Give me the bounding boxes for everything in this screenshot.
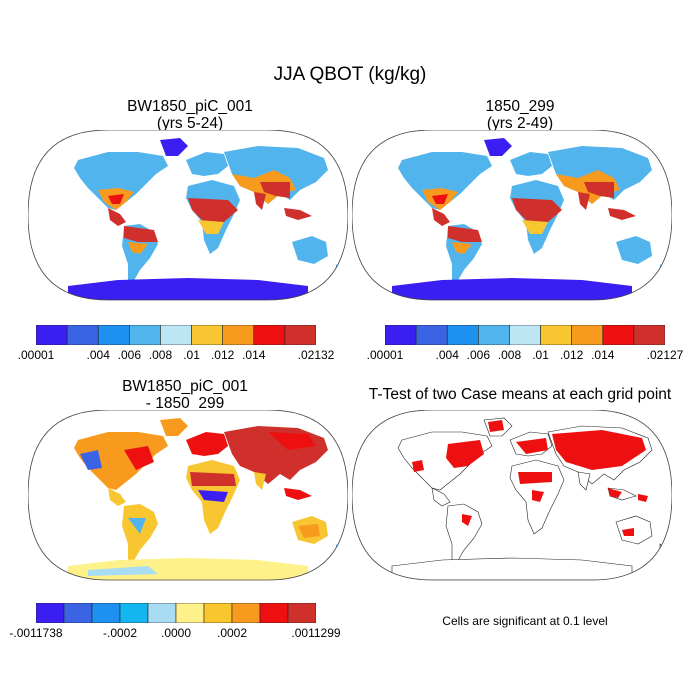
colorbar-label: -.0011738 [9, 626, 63, 640]
colorbar-top-right-labels: .00001 .004 .006 .008 .01 .012 .014 .02127 [367, 348, 684, 364]
map-top-right [352, 130, 672, 301]
colorbar-label: .00001 [366, 348, 404, 362]
colorbar-swatch [478, 325, 510, 345]
colorbar-swatch [36, 325, 68, 345]
panel-title-top-right-line1: 1850_299 [485, 98, 555, 115]
colorbar-label: .00001 [17, 348, 55, 362]
colorbar-swatch [222, 325, 255, 345]
colorbar-swatch [259, 603, 289, 623]
map-top-left [28, 130, 348, 301]
figure-title: JJA QBOT (kg/kg) [273, 64, 427, 85]
colorbar-swatch [446, 325, 479, 345]
land-layer [68, 138, 340, 300]
colorbar-label: .006 [466, 348, 491, 362]
colorbar-bottom-left-labels: -.0011738 -.0002 .0000 .0002 .0011299 [9, 626, 340, 642]
panel-title-top-left: BW1850_piC_001 (yrs 5-24) [40, 98, 340, 132]
colorbar-swatch [509, 325, 541, 345]
colorbar-swatch [129, 325, 161, 345]
colorbar-swatch [66, 325, 99, 345]
panel-title-bottom-left-line1: BW1850_piC_001 [122, 378, 248, 395]
land-layer [68, 418, 340, 580]
colorbar-swatch [571, 325, 604, 345]
colorbar-swatch [602, 325, 635, 345]
colorbar-label: .004 [86, 348, 110, 362]
colorbar-label: .012 [210, 348, 235, 362]
panel-title-top-right-line2: (yrs 2-49) [486, 115, 554, 132]
panel-title-top-right: 1850_299 (yrs 2-49) [370, 98, 670, 132]
colorbar-label: .02127 [646, 348, 684, 362]
colorbar-swatch [91, 603, 121, 623]
panel-title-bottom-left-line2: - 1850_299 [145, 395, 225, 412]
panel-title-top-left-line1: BW1850_piC_001 [127, 98, 253, 115]
colorbar-swatch [97, 325, 130, 345]
colorbar-label: .006 [117, 348, 142, 362]
colorbar-swatch [287, 603, 316, 623]
colorbar-top-right [385, 325, 665, 345]
colorbar-swatch [540, 325, 572, 345]
colorbar-swatch [175, 603, 205, 623]
colorbar-swatch [415, 325, 448, 345]
map-bottom-left [28, 410, 348, 581]
colorbar-swatch [63, 603, 93, 623]
colorbar-swatch [633, 325, 665, 345]
colorbar-swatch [385, 325, 417, 345]
colorbar-swatch [119, 603, 149, 623]
colorbar-swatch [203, 603, 233, 623]
colorbar-label: .01 [532, 348, 549, 362]
colorbar-bottom-left [36, 603, 316, 623]
colorbar-label: .004 [435, 348, 459, 362]
colorbar-label: .0011299 [291, 626, 341, 640]
colorbar-label: .02132 [297, 348, 335, 362]
map-bottom-right [352, 410, 672, 581]
panel-title-bottom-right: T-Test of two Case means at each grid po… [368, 386, 672, 403]
colorbar-label: .014 [591, 348, 615, 362]
colorbar-label: .008 [497, 348, 522, 362]
panel-title-bottom-left: BW1850_piC_001 - 1850_299 [20, 378, 350, 412]
colorbar-swatch [253, 325, 286, 345]
significant-cells [412, 420, 648, 536]
colorbar-top-left [36, 325, 316, 345]
colorbar-label: .014 [242, 348, 266, 362]
land-layer [392, 138, 664, 300]
colorbar-label: .0002 [216, 626, 248, 640]
colorbar-label: .0000 [160, 626, 192, 640]
colorbar-label: .01 [183, 348, 200, 362]
colorbar-label: .008 [148, 348, 173, 362]
panel-title-top-left-line2: (yrs 5-24) [156, 115, 224, 132]
colorbar-swatch [191, 325, 223, 345]
colorbar-top-left-labels: .00001 .004 .006 .008 .01 .012 .014 .02132 [18, 348, 335, 364]
colorbar-swatch [231, 603, 261, 623]
colorbar-label: .012 [559, 348, 584, 362]
colorbar-swatch [36, 603, 65, 623]
colorbar-label: -.0002 [102, 626, 138, 640]
colorbar-swatch [147, 603, 177, 623]
colorbar-swatch [284, 325, 316, 345]
significance-note: Cells are significant at 0.1 level [442, 614, 608, 628]
colorbar-swatch [160, 325, 192, 345]
